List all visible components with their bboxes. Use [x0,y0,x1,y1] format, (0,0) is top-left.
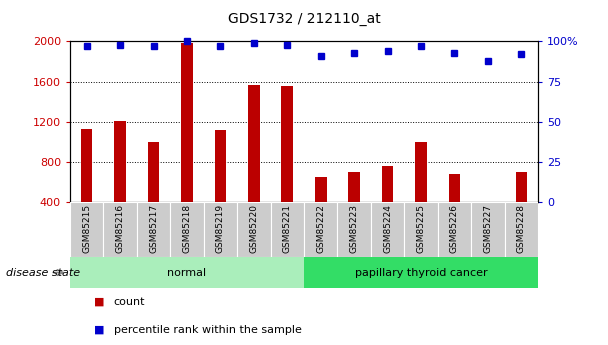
Bar [482,202,494,205]
Bar [337,202,371,257]
Bar [170,202,204,257]
Text: GSM85225: GSM85225 [416,204,426,253]
Bar [114,121,126,202]
Bar [471,202,505,257]
Bar [204,202,237,257]
Bar [315,177,326,202]
Bar [415,142,427,202]
Text: GSM85228: GSM85228 [517,204,526,253]
Text: percentile rank within the sample: percentile rank within the sample [114,325,302,335]
Bar [70,257,304,288]
Text: GSM85227: GSM85227 [483,204,492,253]
Text: GSM85216: GSM85216 [116,204,125,253]
Text: GDS1732 / 212110_at: GDS1732 / 212110_at [227,12,381,26]
Bar [148,142,159,202]
Text: GSM85217: GSM85217 [149,204,158,253]
Bar [137,202,170,257]
Bar [304,202,337,257]
Text: GSM85218: GSM85218 [182,204,192,253]
Text: ■: ■ [94,325,105,335]
Bar [215,130,226,202]
Text: GSM85220: GSM85220 [249,204,258,253]
Bar [404,202,438,257]
Text: GSM85221: GSM85221 [283,204,292,253]
Bar [382,166,393,202]
Bar [304,257,538,288]
Bar [237,202,271,257]
Bar [371,202,404,257]
Bar [348,172,360,202]
Text: papillary thyroid cancer: papillary thyroid cancer [354,268,488,277]
Bar [271,202,304,257]
Bar [438,202,471,257]
Text: GSM85226: GSM85226 [450,204,459,253]
Bar [248,85,260,202]
Text: GSM85215: GSM85215 [82,204,91,253]
Bar [449,174,460,202]
Text: disease state: disease state [6,268,80,277]
Text: ■: ■ [94,297,105,307]
Bar [70,202,103,257]
Text: GSM85222: GSM85222 [316,204,325,253]
Bar [516,172,527,202]
Bar [282,86,293,202]
Bar [505,202,538,257]
Text: normal: normal [167,268,207,277]
Bar [81,129,92,202]
Text: GSM85223: GSM85223 [350,204,359,253]
Text: GSM85219: GSM85219 [216,204,225,253]
Bar [181,43,193,202]
Bar [103,202,137,257]
Text: count: count [114,297,145,307]
Text: GSM85224: GSM85224 [383,204,392,253]
